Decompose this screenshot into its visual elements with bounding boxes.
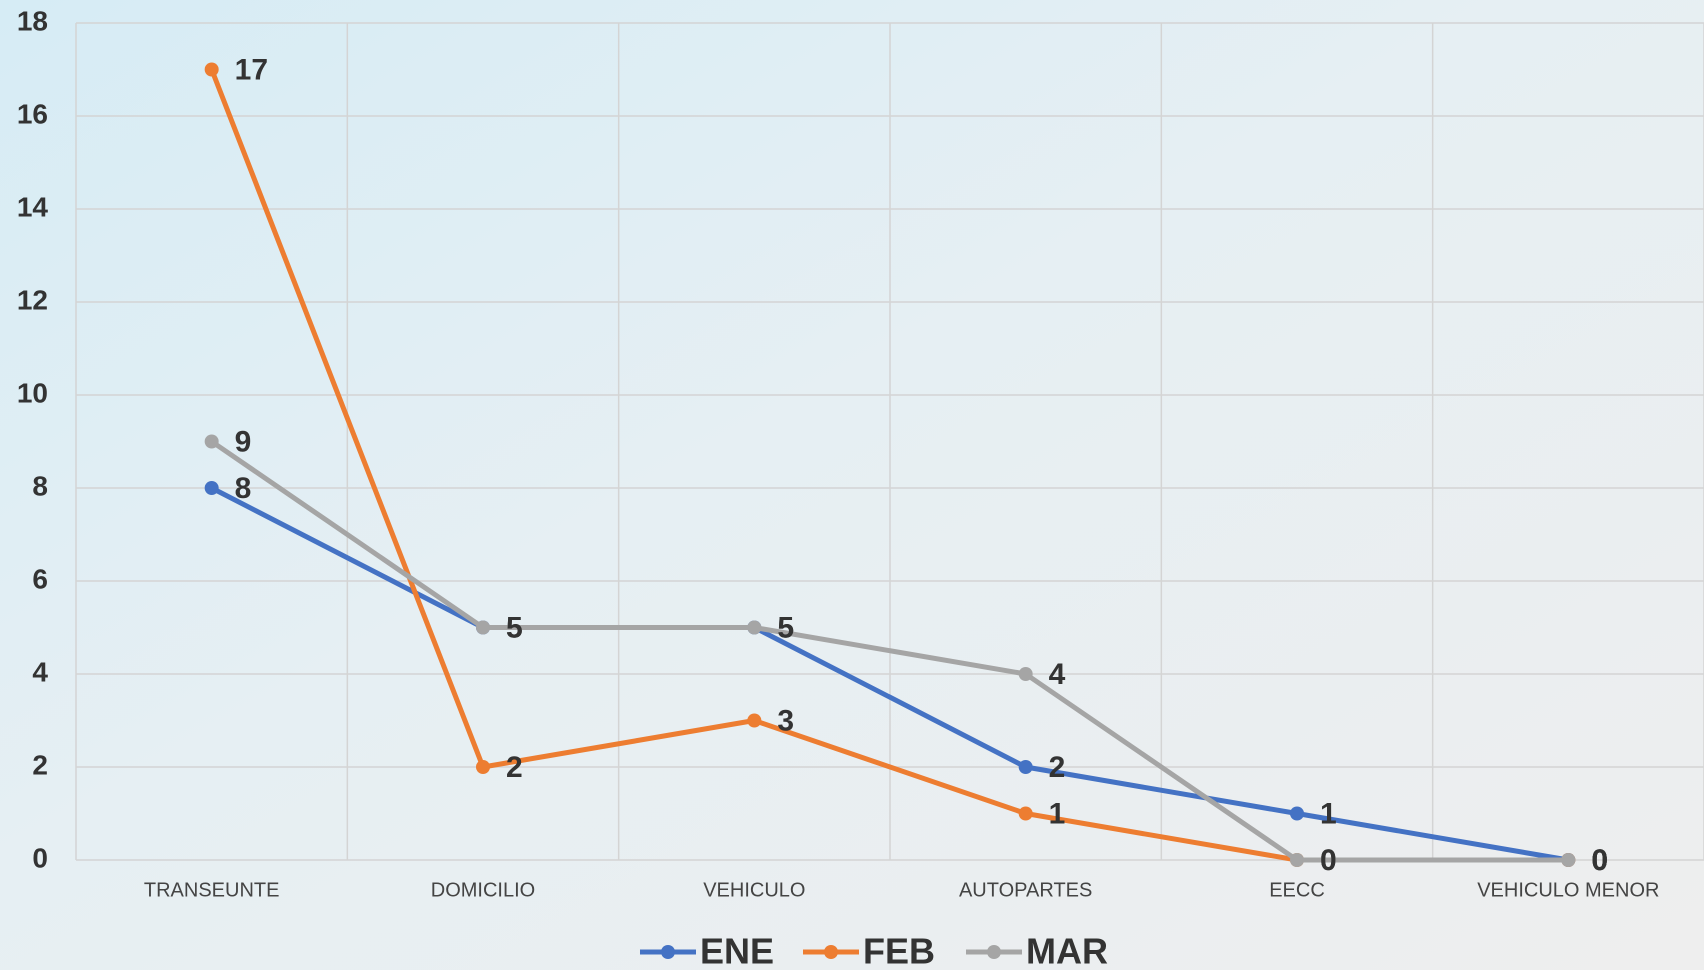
data-label: 8 <box>235 472 252 505</box>
point <box>204 481 219 495</box>
legend-label: MAR <box>1026 931 1108 970</box>
y-tick-label: 10 <box>17 377 48 408</box>
point <box>1018 760 1033 774</box>
point <box>1018 806 1033 821</box>
data-label: 1 <box>1049 797 1066 830</box>
data-label: 5 <box>506 611 523 644</box>
data-label: 1 <box>1320 797 1337 830</box>
y-tick-label: 18 <box>17 5 48 36</box>
y-tick-label: 14 <box>17 191 49 222</box>
data-label: 0 <box>1591 844 1608 877</box>
data-label: 2 <box>1049 751 1066 784</box>
data-label: 5 <box>777 611 794 644</box>
y-tick-label: 2 <box>32 749 48 780</box>
point <box>1018 667 1033 681</box>
point <box>1561 853 1576 867</box>
point <box>747 620 762 635</box>
data-label: 2 <box>506 751 523 784</box>
point <box>204 434 219 449</box>
y-tick-label: 6 <box>32 563 48 594</box>
point <box>1290 853 1304 867</box>
x-tick-label: AUTOPARTES <box>959 879 1092 901</box>
series-line <box>210 485 1569 863</box>
x-tick-label: VEHICULO MENOR <box>1477 879 1659 901</box>
data-label: 0 <box>1591 844 1608 877</box>
y-tick-label: 12 <box>17 284 48 315</box>
point <box>476 620 490 635</box>
y-tick-label: 16 <box>17 98 48 129</box>
x-tick-label: TRANSEUNTE <box>144 879 280 901</box>
data-label: 17 <box>235 53 268 86</box>
x-tick-label: VEHICULO <box>703 879 805 901</box>
data-label: 0 <box>1320 844 1337 877</box>
data-label: 5 <box>777 611 794 644</box>
legend-label: FEB <box>863 931 935 970</box>
series-line <box>210 439 1569 863</box>
y-tick-label: 8 <box>32 470 48 501</box>
point <box>747 713 762 728</box>
y-tick-label: 4 <box>32 656 48 687</box>
legend-label: ENE <box>700 931 774 970</box>
x-tick-label: EECC <box>1269 879 1325 901</box>
legend-marker <box>824 945 838 959</box>
y-tick-label: 0 <box>32 842 48 873</box>
data-label: 4 <box>1049 658 1066 691</box>
point <box>1290 806 1304 821</box>
legend-marker <box>987 945 1001 959</box>
legend-marker <box>661 945 675 959</box>
point <box>204 62 219 77</box>
data-label: 9 <box>235 425 252 458</box>
data-label: 3 <box>777 704 794 737</box>
point <box>476 760 490 774</box>
x-tick-label: DOMICILIO <box>431 879 535 901</box>
data-label: 0 <box>1591 844 1608 877</box>
